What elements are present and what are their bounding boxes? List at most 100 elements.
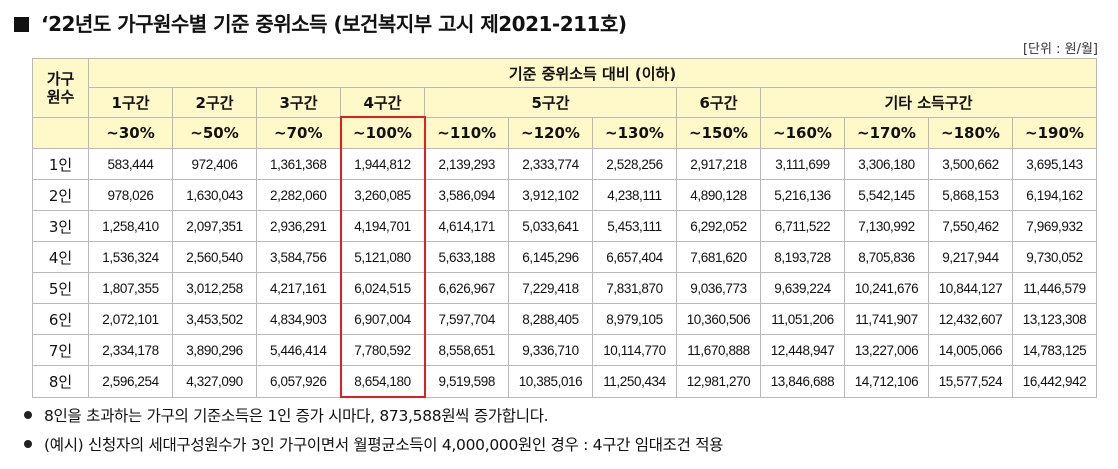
- income-cell: 9,730,052: [1011, 241, 1098, 273]
- income-cell: 4,327,090: [172, 365, 257, 398]
- income-cell: 3,584,756: [256, 241, 341, 273]
- income-cell: 13,227,006: [844, 334, 929, 366]
- bracket-header: ~170%: [844, 116, 929, 149]
- bracket-header: ~70%: [256, 116, 341, 149]
- income-cell: 8,654,180: [339, 365, 426, 398]
- income-cell: 3,306,180: [844, 148, 929, 180]
- income-cell: 5,453,111: [592, 210, 677, 242]
- row-label: 3인: [32, 210, 89, 242]
- income-cell: 10,241,676: [844, 272, 929, 304]
- income-cell: 7,229,418: [508, 272, 593, 304]
- income-cell: 7,780,592: [339, 334, 426, 366]
- unit-label: [단위 : 원/월]: [1022, 42, 1098, 57]
- bracket-header: ~130%: [592, 116, 677, 149]
- bracket-header: ~120%: [508, 116, 593, 149]
- income-cell: 583,444: [88, 148, 173, 180]
- income-cell: 972,406: [172, 148, 257, 180]
- note-text: (예시) 신청자의 세대구성원수가 3인 가구이면서 월평균소득이 4,000,…: [44, 436, 724, 454]
- income-cell: 7,550,462: [928, 210, 1013, 242]
- note-item: (예시) 신청자의 세대구성원수가 3인 가구이면서 월평균소득이 4,000,…: [24, 431, 723, 460]
- table-row: 5인 1,807,355 3,012,258 4,217,161 6,024,515 6,…: [32, 272, 1098, 304]
- income-cell: 7,969,932: [1011, 210, 1098, 242]
- income-cell: 3,260,085: [339, 179, 426, 211]
- table-row: 6인 2,072,101 3,453,502 4,834,903 6,907,004 7,…: [32, 303, 1098, 335]
- row-label: 2인: [32, 179, 89, 211]
- income-cell: 1,258,410: [88, 210, 173, 242]
- table-row: 2인 978,026 1,630,043 2,282,060 3,260,085 3,58…: [32, 179, 1098, 211]
- income-cell: 11,051,206: [760, 303, 845, 335]
- income-cell: 6,145,296: [508, 241, 593, 273]
- income-cell: 7,130,992: [844, 210, 929, 242]
- income-cell: 2,072,101: [88, 303, 173, 335]
- income-cell: 3,500,662: [928, 148, 1013, 180]
- table-row: 7인 2,334,178 3,890,296 5,446,414 7,780,592 8,…: [32, 334, 1098, 366]
- row-label: 6인: [32, 303, 89, 335]
- bracket-header: ~50%: [172, 116, 257, 149]
- income-cell: 6,057,926: [256, 365, 341, 398]
- bracket-header: ~150%: [676, 116, 761, 149]
- income-cell: 4,217,161: [256, 272, 341, 304]
- section-6: 6구간: [676, 87, 761, 118]
- income-cell: 1,361,368: [256, 148, 341, 180]
- income-cell: 6,907,004: [339, 303, 426, 335]
- income-cell: 5,633,188: [424, 241, 509, 273]
- bracket-header: ~160%: [760, 116, 845, 149]
- title-text: ‘22년도 가구원수별 기준 중위소득 (보건복지부 고시 제2021-211호…: [41, 12, 627, 36]
- income-cell: 3,111,699: [760, 148, 845, 180]
- row-label: 1인: [32, 148, 89, 180]
- income-cell: 6,657,404: [592, 241, 677, 273]
- income-cell: 14,783,125: [1011, 334, 1098, 366]
- income-table: 가구 원수 기준 중위소득 대비 (이하) 1구간 2구간 3구간 4구간 5구…: [32, 58, 1098, 398]
- income-cell: 12,981,270: [676, 365, 761, 398]
- income-cell: 6,024,515: [339, 272, 426, 304]
- bullet-icon: [24, 411, 32, 419]
- income-cell: 2,282,060: [256, 179, 341, 211]
- page-title: ‘22년도 가구원수별 기준 중위소득 (보건복지부 고시 제2021-211호…: [14, 8, 627, 37]
- income-cell: 14,005,066: [928, 334, 1013, 366]
- income-cell: 6,626,967: [424, 272, 509, 304]
- section-5: 5구간: [424, 87, 677, 118]
- income-cell: 8,979,105: [592, 303, 677, 335]
- income-cell: 2,917,218: [676, 148, 761, 180]
- income-cell: 5,542,145: [844, 179, 929, 211]
- income-cell: 9,336,710: [508, 334, 593, 366]
- income-cell: 3,695,143: [1011, 148, 1098, 180]
- row-label: 4인: [32, 241, 89, 273]
- bullet-icon: [24, 440, 32, 448]
- income-cell: 14,712,106: [844, 365, 929, 398]
- income-cell: 1,807,355: [88, 272, 173, 304]
- income-cell: 3,912,102: [508, 179, 593, 211]
- income-cell: 9,217,944: [928, 241, 1013, 273]
- income-cell: 2,596,254: [88, 365, 173, 398]
- section-2: 2구간: [172, 87, 257, 118]
- income-cell: 13,123,308: [1011, 303, 1098, 335]
- bracket-header: ~100%: [339, 116, 426, 149]
- income-cell: 2,560,540: [172, 241, 257, 273]
- income-cell: 7,597,704: [424, 303, 509, 335]
- section-3: 3구간: [256, 87, 341, 118]
- income-cell: 4,194,701: [339, 210, 426, 242]
- income-cell: 10,385,016: [508, 365, 593, 398]
- income-cell: 8,558,651: [424, 334, 509, 366]
- income-cell: 7,681,620: [676, 241, 761, 273]
- section-other: 기타 소득구간: [759, 87, 1098, 118]
- income-cell: 2,528,256: [592, 148, 677, 180]
- income-cell: 13,846,688: [760, 365, 845, 398]
- income-cell: 2,936,291: [256, 210, 341, 242]
- income-cell: 5,446,414: [256, 334, 341, 366]
- household-size-header: 가구 원수: [32, 58, 89, 118]
- income-cell: 2,139,293: [424, 148, 509, 180]
- table-row: 1인 583,444 972,406 1,361,368 1,944,812 2,139,…: [32, 148, 1098, 180]
- income-cell: 1,536,324: [88, 241, 173, 273]
- income-cell: 9,639,224: [760, 272, 845, 304]
- income-cell: 12,448,947: [760, 334, 845, 366]
- table-row: 4인 1,536,324 2,560,540 3,584,756 5,121,080 5,…: [32, 241, 1098, 273]
- income-cell: 6,292,052: [676, 210, 761, 242]
- row-label: 8인: [32, 365, 89, 398]
- table-row: 3인 1,258,410 2,097,351 2,936,291 4,194,701 4,…: [32, 210, 1098, 242]
- income-cell: 5,216,136: [760, 179, 845, 211]
- income-cell: 3,453,502: [172, 303, 257, 335]
- section-4: 4구간: [340, 87, 425, 118]
- income-cell: 10,844,127: [928, 272, 1013, 304]
- income-cell: 10,114,770: [592, 334, 677, 366]
